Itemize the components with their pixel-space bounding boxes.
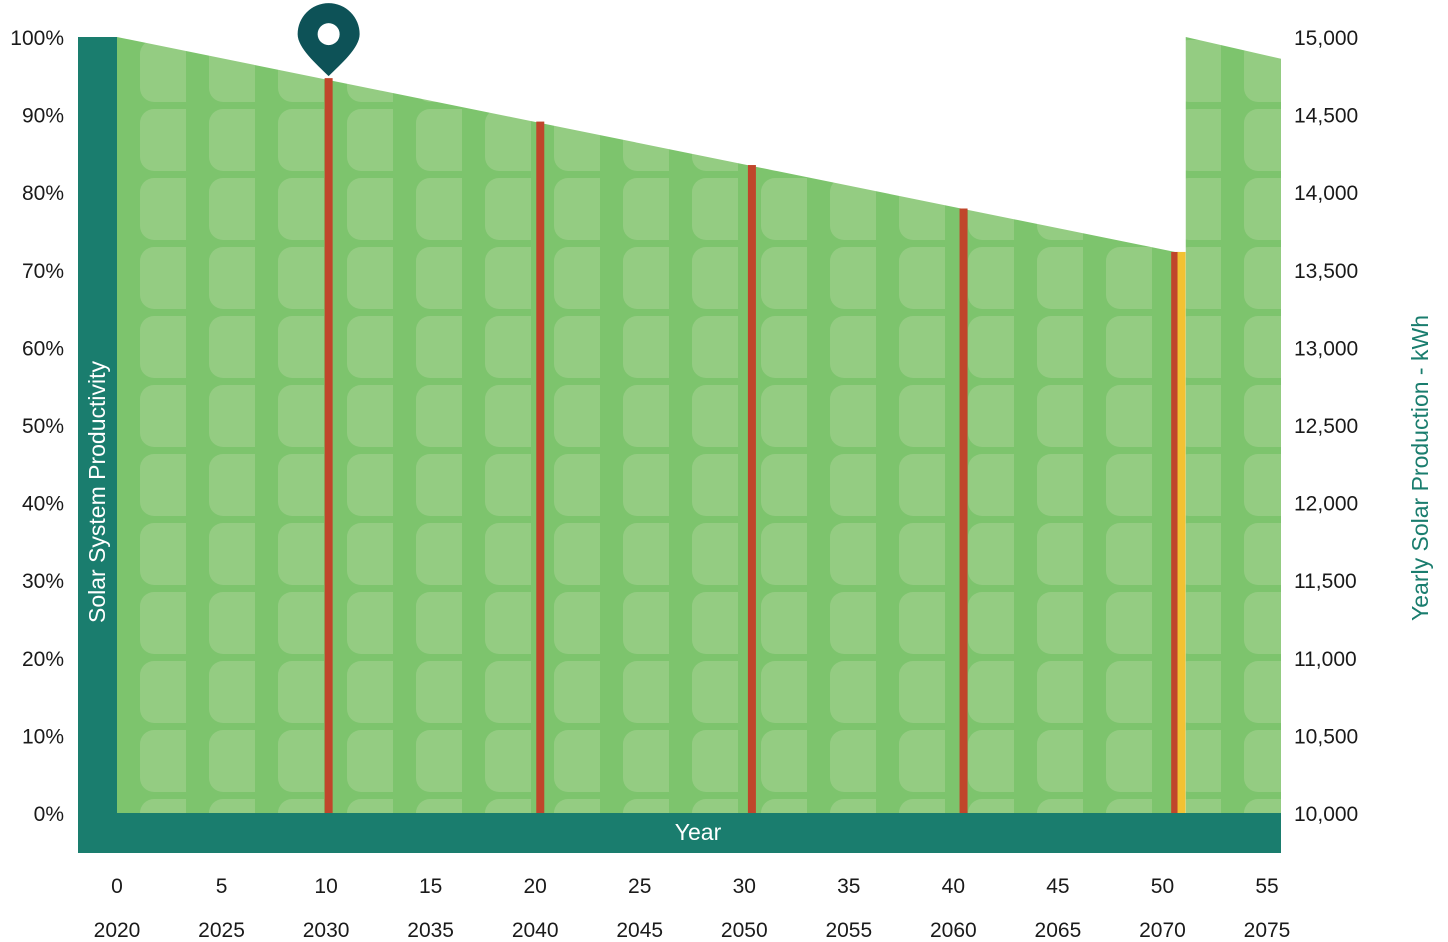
right-tick-label: 12,000 xyxy=(1294,493,1358,516)
left-axis-title: Solar System Productivity xyxy=(84,360,110,623)
right-tick-label: 10,000 xyxy=(1294,803,1358,826)
x-year-tick-label: 2040 xyxy=(512,919,559,942)
right-tick-label: 14,000 xyxy=(1294,182,1358,205)
x-year-tick-label: 2055 xyxy=(825,919,872,942)
x-year-tick-label: 2060 xyxy=(930,919,977,942)
x-tick-label: 5 xyxy=(216,875,228,898)
marker-line-4 xyxy=(1171,251,1180,813)
x-tick-label: 40 xyxy=(942,875,965,898)
right-axis-ticks: 10,000 10,500 11,000 11,500 12,000 12,500 13,0… xyxy=(1294,27,1358,826)
x-tick-label: 20 xyxy=(524,875,547,898)
left-tick-label: 90% xyxy=(22,105,64,128)
marker-line-0 xyxy=(324,78,333,814)
productivity-area-0 xyxy=(117,37,1176,813)
right-tick-label: 12,500 xyxy=(1294,415,1358,438)
x-tick-label: 50 xyxy=(1151,875,1174,898)
left-axis-ticks: 0% 10% 20% 30% 40% 50% 60% 70% 80% 90% 100% xyxy=(10,27,64,826)
x-tick-label: 10 xyxy=(314,875,337,898)
x-axis-year-ticks: 2020 2025 2030 2035 2040 2045 2050 2055 2060 2065… xyxy=(94,919,1291,942)
left-tick-label: 10% xyxy=(22,725,64,748)
right-tick-label: 11,500 xyxy=(1294,570,1357,593)
left-axis-band xyxy=(78,37,117,853)
marker-line-2 xyxy=(747,165,756,814)
x-tick-label: 25 xyxy=(628,875,651,898)
productivity-area-layer xyxy=(117,37,1281,813)
right-tick-label: 14,500 xyxy=(1294,105,1358,128)
x-year-tick-label: 2025 xyxy=(198,919,245,942)
marker-line-5 xyxy=(1177,251,1186,813)
right-tick-label: 11,000 xyxy=(1294,648,1357,671)
pin-hole xyxy=(317,23,340,46)
right-tick-label: 13,000 xyxy=(1294,337,1358,360)
right-axis-title: Yearly Solar Production - kWh xyxy=(1407,315,1433,621)
right-tick-label: 15,000 xyxy=(1294,27,1358,50)
left-tick-label: 20% xyxy=(22,648,64,671)
x-tick-label: 0 xyxy=(111,875,123,898)
x-tick-label: 55 xyxy=(1255,875,1278,898)
marker-line-3 xyxy=(959,208,968,814)
x-year-tick-label: 2020 xyxy=(94,919,141,942)
left-tick-label: 40% xyxy=(22,493,64,516)
left-tick-label: 80% xyxy=(22,182,64,205)
right-tick-label: 13,500 xyxy=(1294,260,1358,283)
productivity-area-1 xyxy=(1185,37,1281,813)
left-tick-label: 100% xyxy=(10,27,64,50)
left-tick-label: 30% xyxy=(22,570,64,593)
right-tick-label: 10,500 xyxy=(1294,725,1358,748)
x-year-tick-label: 2030 xyxy=(303,919,350,942)
x-year-tick-label: 2075 xyxy=(1244,919,1291,942)
x-tick-label: 30 xyxy=(733,875,756,898)
x-tick-label: 45 xyxy=(1046,875,1069,898)
x-year-tick-label: 2045 xyxy=(616,919,663,942)
x-tick-label: 15 xyxy=(419,875,442,898)
left-tick-label: 60% xyxy=(22,337,64,360)
bottom-axis-band xyxy=(78,813,1281,853)
x-tick-label: 35 xyxy=(837,875,860,898)
x-year-tick-label: 2050 xyxy=(721,919,768,942)
x-axis-title: Year xyxy=(675,819,722,845)
x-axis-ticks: 0 5 10 15 20 25 30 35 40 45 50 55 xyxy=(111,875,1279,898)
left-tick-label: 0% xyxy=(34,803,64,826)
x-year-tick-label: 2070 xyxy=(1139,919,1186,942)
location-pin-icon xyxy=(297,3,360,77)
left-tick-label: 50% xyxy=(22,415,64,438)
x-year-tick-label: 2065 xyxy=(1035,919,1082,942)
marker-layer xyxy=(324,78,1186,814)
marker-line-1 xyxy=(536,121,545,814)
x-year-tick-label: 2035 xyxy=(407,919,454,942)
left-tick-label: 70% xyxy=(22,260,64,283)
